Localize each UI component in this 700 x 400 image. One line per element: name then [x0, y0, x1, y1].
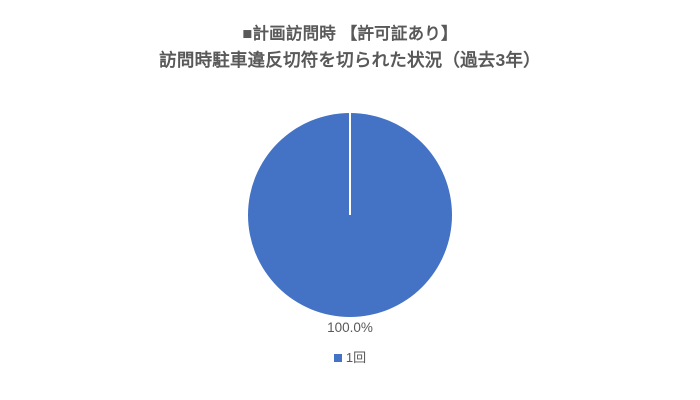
legend-swatch-icon: [333, 354, 342, 362]
chart-title: ■計画訪問時 【許可証あり】 訪問時駐車違反切符を切られた状況（過去3年）: [0, 22, 700, 74]
pie-svg: [248, 113, 452, 317]
chart-legend: 1回: [0, 350, 700, 366]
pie-data-label-percent: 100.0%: [327, 320, 373, 335]
legend-item-1kai[interactable]: 1回: [333, 350, 367, 366]
legend-item-label: 1回: [345, 350, 367, 365]
chart-title-line-2: 訪問時駐車違反切符を切られた状況（過去3年）: [159, 50, 541, 70]
chart-title-line-1: ■計画訪問時 【許可証あり】: [242, 25, 458, 43]
pie-plot-area: [248, 113, 452, 317]
